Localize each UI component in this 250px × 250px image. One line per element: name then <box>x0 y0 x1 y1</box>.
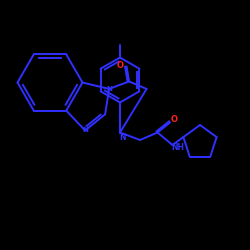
Text: N: N <box>82 128 88 134</box>
Text: O: O <box>170 116 177 124</box>
Text: N: N <box>106 86 112 92</box>
Text: N: N <box>119 133 126 142</box>
Text: O: O <box>117 61 124 70</box>
Text: NH: NH <box>171 143 184 152</box>
